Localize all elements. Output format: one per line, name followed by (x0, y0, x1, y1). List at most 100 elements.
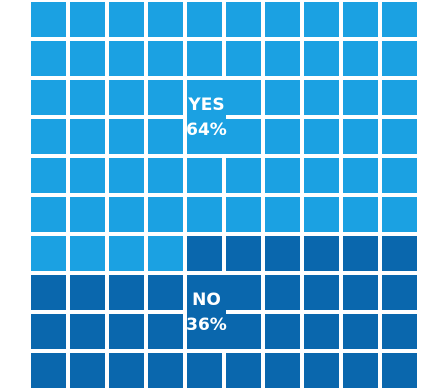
waffle-cell (70, 275, 105, 310)
waffle-cell (31, 236, 66, 271)
waffle-cell (187, 158, 222, 193)
waffle-cell (109, 158, 144, 193)
waffle-cell (31, 314, 66, 349)
waffle-cell (70, 119, 105, 154)
category-label: YES (187, 95, 224, 115)
value-label: 64% (186, 120, 227, 140)
waffle-cell (304, 41, 339, 76)
waffle-cell (31, 2, 66, 37)
waffle-cell (226, 236, 261, 271)
waffle-cell (226, 275, 261, 310)
waffle-cell (343, 158, 378, 193)
waffle-cell (304, 314, 339, 349)
waffle-cell (343, 2, 378, 37)
waffle-cell (226, 80, 261, 115)
waffle-cell (265, 353, 300, 388)
waffle-cell (148, 314, 183, 349)
waffle-cell (109, 314, 144, 349)
waffle-cell (343, 197, 378, 232)
waffle-cell (148, 353, 183, 388)
waffle-cell (226, 41, 261, 76)
waffle-cell (343, 275, 378, 310)
waffle-cell (148, 41, 183, 76)
waffle-cell (187, 236, 222, 271)
waffle-cell (187, 2, 222, 37)
waffle-cell (70, 314, 105, 349)
waffle-cell (265, 197, 300, 232)
waffle-cell (31, 353, 66, 388)
waffle-cell (70, 197, 105, 232)
waffle-cell (382, 314, 417, 349)
waffle-cell (343, 80, 378, 115)
waffle-cell (148, 2, 183, 37)
waffle-cell (382, 197, 417, 232)
waffle-cell (343, 119, 378, 154)
waffle-cell (31, 275, 66, 310)
waffle-cell (148, 158, 183, 193)
waffle-cell (148, 80, 183, 115)
waffle-cell (382, 353, 417, 388)
waffle-cell (343, 41, 378, 76)
waffle-cell (148, 197, 183, 232)
waffle-cell (382, 236, 417, 271)
waffle-cell (31, 41, 66, 76)
waffle-cell (70, 2, 105, 37)
waffle-cell (31, 197, 66, 232)
waffle-cell (265, 119, 300, 154)
waffle-cell (382, 119, 417, 154)
waffle-cell (226, 119, 261, 154)
waffle-cell (109, 41, 144, 76)
waffle-cell (343, 353, 378, 388)
waffle-cell (70, 236, 105, 271)
waffle-cell (304, 353, 339, 388)
waffle-cell (304, 158, 339, 193)
value-label: 36% (186, 315, 227, 335)
waffle-cell (70, 158, 105, 193)
waffle-cell (109, 80, 144, 115)
waffle-cell (382, 80, 417, 115)
waffle-cell (70, 80, 105, 115)
waffle-cell (70, 353, 105, 388)
waffle-cell (382, 41, 417, 76)
waffle-cell (109, 275, 144, 310)
waffle-cell (148, 236, 183, 271)
waffle-cell (226, 158, 261, 193)
waffle-cell (70, 41, 105, 76)
waffle-cell (265, 41, 300, 76)
waffle-cell (187, 41, 222, 76)
waffle-cell (187, 353, 222, 388)
waffle-cell (265, 158, 300, 193)
waffle-cell (31, 80, 66, 115)
waffle-cell (382, 2, 417, 37)
waffle-cell (304, 80, 339, 115)
waffle-cell (304, 2, 339, 37)
waffle-cell (304, 275, 339, 310)
category-label: NO (192, 290, 221, 310)
waffle-cell (109, 2, 144, 37)
waffle-cell (304, 119, 339, 154)
label-box (187, 80, 226, 154)
waffle-cell (343, 314, 378, 349)
waffle-cell (226, 353, 261, 388)
waffle-cell (343, 236, 378, 271)
waffle-cell (109, 197, 144, 232)
waffle-cell (382, 158, 417, 193)
waffle-cell (265, 2, 300, 37)
waffle-cell (31, 119, 66, 154)
waffle-cell (226, 314, 261, 349)
waffle-cell (304, 197, 339, 232)
waffle-cell (109, 236, 144, 271)
waffle-cell (265, 314, 300, 349)
waffle-cell (148, 275, 183, 310)
waffle-cell (265, 275, 300, 310)
waffle-cell (304, 236, 339, 271)
waffle-cell (148, 119, 183, 154)
waffle-cell (265, 236, 300, 271)
waffle-cell (226, 2, 261, 37)
waffle-cell (31, 158, 66, 193)
waffle-cell (226, 197, 261, 232)
waffle-cell (109, 353, 144, 388)
waffle-cell (265, 80, 300, 115)
